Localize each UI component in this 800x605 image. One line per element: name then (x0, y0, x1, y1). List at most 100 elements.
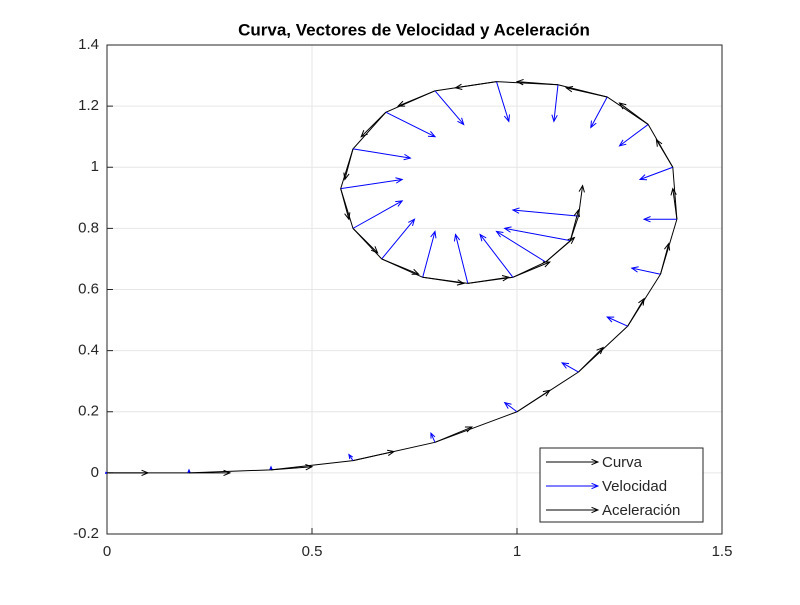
arrow (516, 389, 551, 413)
arrow-head (269, 465, 273, 470)
arrow-head (591, 458, 600, 466)
arrow (352, 228, 379, 254)
arrow (496, 81, 510, 123)
arrow (340, 188, 351, 221)
y-tick-label: 0.4 (78, 342, 99, 359)
arrow-shaft (360, 111, 387, 138)
arrow-shaft (434, 90, 465, 125)
arrow (503, 401, 518, 413)
arrow-shaft (422, 231, 436, 278)
arrow-head (456, 279, 465, 286)
arrow-head (655, 138, 663, 147)
arrow-head (591, 506, 600, 514)
y-tick-label: 1.2 (78, 97, 99, 114)
arrow-shaft (631, 267, 661, 275)
arrow (627, 297, 645, 327)
arrow-head (618, 139, 627, 147)
arrow (479, 233, 514, 278)
legend: Curva Velocidad Aceleración (539, 447, 704, 523)
y-tick-label: -0.2 (73, 525, 99, 542)
arrow-head (515, 78, 524, 86)
arrow-shaft (397, 90, 436, 107)
x-tick-label: 1 (513, 543, 521, 560)
arrow-head (387, 449, 396, 456)
arrow (340, 177, 404, 190)
arrow-shaft (352, 200, 403, 229)
arrow-shaft (512, 261, 550, 278)
legend-label: Aceleración (602, 502, 680, 519)
arrow-shaft (422, 276, 464, 284)
arrow-shaft (578, 185, 584, 217)
arrow-head (187, 468, 191, 473)
arrow (352, 148, 412, 161)
arrow-shaft (516, 81, 559, 86)
arrow (606, 316, 628, 327)
arrow-head (642, 216, 651, 223)
arrow (511, 207, 579, 217)
arrow (385, 111, 437, 138)
arrow-head (223, 469, 232, 477)
y-tick-label: 0.6 (78, 280, 99, 297)
arrow-head (395, 177, 404, 184)
arrow-shaft (352, 450, 395, 462)
arrow-head (551, 114, 558, 123)
arrow (655, 138, 674, 168)
arrow (422, 276, 465, 286)
arrow-shaft (344, 148, 354, 180)
arrow-head (596, 346, 605, 355)
arrow-head (670, 187, 677, 196)
arrow-shaft (479, 234, 514, 278)
arrow (396, 90, 436, 107)
arrow (512, 261, 551, 278)
arrow (270, 464, 314, 471)
arrow-shaft (270, 466, 313, 471)
arrow-shaft (455, 81, 497, 89)
arrow-shaft (619, 124, 649, 147)
arrow-head (430, 230, 437, 239)
axes-box (106, 44, 723, 535)
arrow (107, 469, 150, 477)
arrow-head (638, 174, 648, 181)
arrow (670, 187, 678, 220)
arrow (546, 506, 600, 514)
arrow (381, 218, 416, 260)
arrow-shaft (381, 218, 415, 260)
arrow-head (578, 184, 585, 193)
chart-title: Curva, Vectores de Velocidad y Aceleraci… (238, 20, 590, 39)
arrow-head (503, 401, 512, 409)
arrow (189, 469, 232, 477)
arrow (348, 453, 354, 461)
arrow-head (501, 275, 511, 282)
x-tick-label: 1.5 (712, 543, 733, 560)
arrow-shaft (561, 362, 579, 373)
arrow (551, 84, 559, 123)
arrow (503, 226, 571, 242)
arrow-shaft (672, 188, 678, 220)
arrow-head (343, 172, 350, 181)
y-tick-label: 1.4 (78, 36, 99, 53)
arrow-head (495, 230, 504, 238)
arrow (546, 482, 600, 490)
arrow-shaft (504, 227, 571, 242)
arrow-shaft (455, 234, 469, 284)
arrow-head (618, 102, 627, 110)
arrow (454, 81, 497, 91)
arrow-shaft (655, 139, 674, 168)
arrow-head (396, 100, 406, 107)
arrow-shaft (639, 166, 673, 180)
arrow-head (590, 120, 597, 129)
arrow-shaft (566, 87, 608, 98)
arrow (546, 458, 600, 466)
arrow (343, 148, 354, 181)
arrow-head (464, 426, 474, 433)
arrow (578, 346, 605, 373)
arrow-head (664, 242, 671, 251)
arrow (660, 242, 671, 275)
arrow (430, 431, 436, 443)
arrow (560, 362, 579, 373)
arrow (618, 124, 649, 147)
arrow-head (564, 86, 574, 93)
arrow-head (344, 212, 351, 221)
arrow-head (542, 261, 551, 268)
